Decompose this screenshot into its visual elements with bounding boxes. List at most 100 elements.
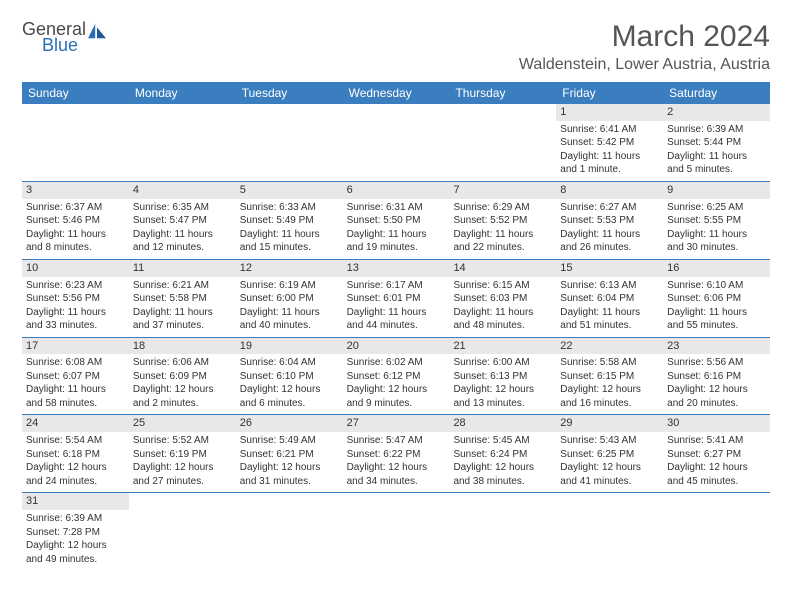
sunrise-text: Sunrise: 5:52 AM — [133, 434, 232, 448]
day-cell — [236, 104, 343, 181]
day-body: Sunrise: 6:19 AMSunset: 6:00 PMDaylight:… — [236, 277, 343, 337]
sunset-text: Sunset: 5:55 PM — [667, 214, 766, 228]
week-row: 1Sunrise: 6:41 AMSunset: 5:42 PMDaylight… — [22, 104, 770, 182]
sunset-text: Sunset: 7:28 PM — [26, 526, 125, 540]
sunrise-text: Sunrise: 6:39 AM — [667, 123, 766, 137]
day-cell: 22Sunrise: 5:58 AMSunset: 6:15 PMDayligh… — [556, 338, 663, 415]
date-number: 25 — [129, 415, 236, 432]
day-cell: 14Sunrise: 6:15 AMSunset: 6:03 PMDayligh… — [449, 260, 556, 337]
day-cell — [343, 104, 450, 181]
sunrise-text: Sunrise: 6:37 AM — [26, 201, 125, 215]
daylight-text: Daylight: 11 hours and 40 minutes. — [240, 306, 339, 333]
date-number: 29 — [556, 415, 663, 432]
date-number: 1 — [556, 104, 663, 121]
day-body: Sunrise: 5:58 AMSunset: 6:15 PMDaylight:… — [556, 354, 663, 414]
day-body: Sunrise: 6:08 AMSunset: 6:07 PMDaylight:… — [22, 354, 129, 414]
daylight-text: Daylight: 11 hours and 19 minutes. — [347, 228, 446, 255]
date-number: 10 — [22, 260, 129, 277]
sunrise-text: Sunrise: 6:39 AM — [26, 512, 125, 526]
day-body: Sunrise: 6:02 AMSunset: 6:12 PMDaylight:… — [343, 354, 450, 414]
day-cell: 2Sunrise: 6:39 AMSunset: 5:44 PMDaylight… — [663, 104, 770, 181]
day-cell: 17Sunrise: 6:08 AMSunset: 6:07 PMDayligh… — [22, 338, 129, 415]
date-number: 16 — [663, 260, 770, 277]
day-header-cell: Thursday — [449, 82, 556, 104]
sunrise-text: Sunrise: 6:13 AM — [560, 279, 659, 293]
daylight-text: Daylight: 12 hours and 20 minutes. — [667, 383, 766, 410]
sunrise-text: Sunrise: 5:41 AM — [667, 434, 766, 448]
sunrise-text: Sunrise: 6:25 AM — [667, 201, 766, 215]
daylight-text: Daylight: 11 hours and 48 minutes. — [453, 306, 552, 333]
day-body: Sunrise: 6:15 AMSunset: 6:03 PMDaylight:… — [449, 277, 556, 337]
day-header-row: SundayMondayTuesdayWednesdayThursdayFrid… — [22, 82, 770, 104]
day-body: Sunrise: 6:39 AMSunset: 5:44 PMDaylight:… — [663, 121, 770, 181]
date-number: 7 — [449, 182, 556, 199]
date-number: 2 — [663, 104, 770, 121]
sunrise-text: Sunrise: 5:54 AM — [26, 434, 125, 448]
sunset-text: Sunset: 6:04 PM — [560, 292, 659, 306]
day-body: Sunrise: 5:56 AMSunset: 6:16 PMDaylight:… — [663, 354, 770, 414]
sunset-text: Sunset: 6:16 PM — [667, 370, 766, 384]
daylight-text: Daylight: 12 hours and 31 minutes. — [240, 461, 339, 488]
sunrise-text: Sunrise: 6:04 AM — [240, 356, 339, 370]
day-cell: 31Sunrise: 6:39 AMSunset: 7:28 PMDayligh… — [22, 493, 129, 570]
daylight-text: Daylight: 11 hours and 22 minutes. — [453, 228, 552, 255]
sunrise-text: Sunrise: 5:43 AM — [560, 434, 659, 448]
sunset-text: Sunset: 6:21 PM — [240, 448, 339, 462]
sunset-text: Sunset: 6:27 PM — [667, 448, 766, 462]
sunset-text: Sunset: 6:03 PM — [453, 292, 552, 306]
day-body: Sunrise: 6:37 AMSunset: 5:46 PMDaylight:… — [22, 199, 129, 259]
sunset-text: Sunset: 5:56 PM — [26, 292, 125, 306]
day-cell: 9Sunrise: 6:25 AMSunset: 5:55 PMDaylight… — [663, 182, 770, 259]
date-number: 27 — [343, 415, 450, 432]
day-cell: 24Sunrise: 5:54 AMSunset: 6:18 PMDayligh… — [22, 415, 129, 492]
day-body: Sunrise: 6:04 AMSunset: 6:10 PMDaylight:… — [236, 354, 343, 414]
daylight-text: Daylight: 12 hours and 45 minutes. — [667, 461, 766, 488]
sunset-text: Sunset: 6:12 PM — [347, 370, 446, 384]
day-body: Sunrise: 5:43 AMSunset: 6:25 PMDaylight:… — [556, 432, 663, 492]
day-header-cell: Tuesday — [236, 82, 343, 104]
daylight-text: Daylight: 12 hours and 13 minutes. — [453, 383, 552, 410]
sunset-text: Sunset: 6:25 PM — [560, 448, 659, 462]
sunset-text: Sunset: 6:07 PM — [26, 370, 125, 384]
date-number: 8 — [556, 182, 663, 199]
day-cell: 25Sunrise: 5:52 AMSunset: 6:19 PMDayligh… — [129, 415, 236, 492]
week-row: 24Sunrise: 5:54 AMSunset: 6:18 PMDayligh… — [22, 415, 770, 493]
date-number: 19 — [236, 338, 343, 355]
sunrise-text: Sunrise: 6:15 AM — [453, 279, 552, 293]
date-number: 17 — [22, 338, 129, 355]
date-number: 26 — [236, 415, 343, 432]
brand-logo: General Blue — [22, 20, 108, 54]
week-row: 17Sunrise: 6:08 AMSunset: 6:07 PMDayligh… — [22, 338, 770, 416]
day-body: Sunrise: 6:39 AMSunset: 7:28 PMDaylight:… — [22, 510, 129, 570]
daylight-text: Daylight: 11 hours and 12 minutes. — [133, 228, 232, 255]
day-header-cell: Friday — [556, 82, 663, 104]
day-body: Sunrise: 5:41 AMSunset: 6:27 PMDaylight:… — [663, 432, 770, 492]
day-header-cell: Saturday — [663, 82, 770, 104]
date-number: 13 — [343, 260, 450, 277]
day-body: Sunrise: 6:41 AMSunset: 5:42 PMDaylight:… — [556, 121, 663, 181]
day-body: Sunrise: 6:13 AMSunset: 6:04 PMDaylight:… — [556, 277, 663, 337]
day-body: Sunrise: 5:54 AMSunset: 6:18 PMDaylight:… — [22, 432, 129, 492]
day-cell: 18Sunrise: 6:06 AMSunset: 6:09 PMDayligh… — [129, 338, 236, 415]
day-cell: 23Sunrise: 5:56 AMSunset: 6:16 PMDayligh… — [663, 338, 770, 415]
sunset-text: Sunset: 5:49 PM — [240, 214, 339, 228]
date-number: 20 — [343, 338, 450, 355]
day-cell: 29Sunrise: 5:43 AMSunset: 6:25 PMDayligh… — [556, 415, 663, 492]
day-body: Sunrise: 6:31 AMSunset: 5:50 PMDaylight:… — [343, 199, 450, 259]
date-number: 15 — [556, 260, 663, 277]
day-body: Sunrise: 6:21 AMSunset: 5:58 PMDaylight:… — [129, 277, 236, 337]
sunset-text: Sunset: 5:47 PM — [133, 214, 232, 228]
title-block: March 2024 Waldenstein, Lower Austria, A… — [519, 20, 770, 74]
daylight-text: Daylight: 11 hours and 30 minutes. — [667, 228, 766, 255]
sunrise-text: Sunrise: 6:21 AM — [133, 279, 232, 293]
day-cell — [343, 493, 450, 570]
date-number: 24 — [22, 415, 129, 432]
date-number: 31 — [22, 493, 129, 510]
sunrise-text: Sunrise: 6:02 AM — [347, 356, 446, 370]
day-header-cell: Monday — [129, 82, 236, 104]
daylight-text: Daylight: 11 hours and 5 minutes. — [667, 150, 766, 177]
day-cell: 7Sunrise: 6:29 AMSunset: 5:52 PMDaylight… — [449, 182, 556, 259]
day-cell: 19Sunrise: 6:04 AMSunset: 6:10 PMDayligh… — [236, 338, 343, 415]
sunrise-text: Sunrise: 6:31 AM — [347, 201, 446, 215]
day-cell: 16Sunrise: 6:10 AMSunset: 6:06 PMDayligh… — [663, 260, 770, 337]
